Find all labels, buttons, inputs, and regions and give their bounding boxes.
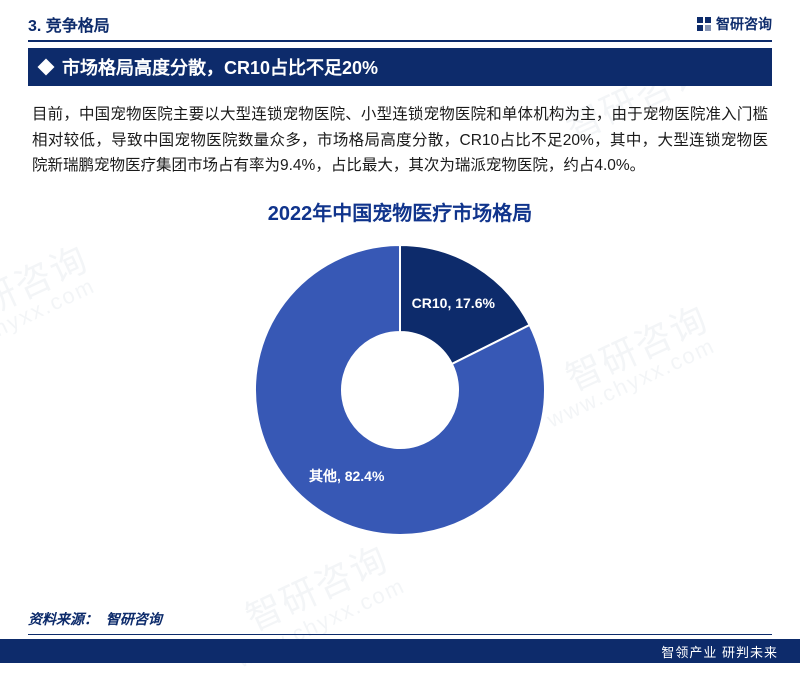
footer-slogan: 智领产业 研判未来 xyxy=(661,642,778,661)
slice-label: 其他, 82.4% xyxy=(309,466,384,486)
subheader-text: 市场格局高度分散，CR10占比不足20% xyxy=(62,54,378,80)
source-value: 智研咨询 xyxy=(106,611,162,627)
chart-title: 2022年中国宠物医疗市场格局 xyxy=(28,197,772,226)
section-label: 3. 竞争格局 xyxy=(28,12,110,36)
slice-label: CR10, 17.6% xyxy=(412,295,495,311)
footer-bar: 智领产业 研判未来 xyxy=(0,639,800,663)
subheader-bar: 市场格局高度分散，CR10占比不足20% xyxy=(28,48,772,86)
brand-icon xyxy=(696,16,712,32)
source-label: 资料来源： xyxy=(28,611,98,627)
source-row: 资料来源： 智研咨询 xyxy=(28,609,162,629)
diamond-icon xyxy=(38,59,55,76)
brand-top: 智研咨询 xyxy=(696,14,772,34)
brand-text: 智研咨询 xyxy=(716,14,772,34)
chart-container: CR10, 17.6% 其他, 82.4% xyxy=(28,240,772,540)
body-paragraph: 目前，中国宠物医院主要以大型连锁宠物医院、小型连锁宠物医院和单体机构为主，由于宠… xyxy=(32,102,768,179)
header-row: 3. 竞争格局 智研咨询 xyxy=(28,12,772,42)
source-divider xyxy=(28,634,772,635)
donut-chart: CR10, 17.6% 其他, 82.4% xyxy=(250,240,550,540)
